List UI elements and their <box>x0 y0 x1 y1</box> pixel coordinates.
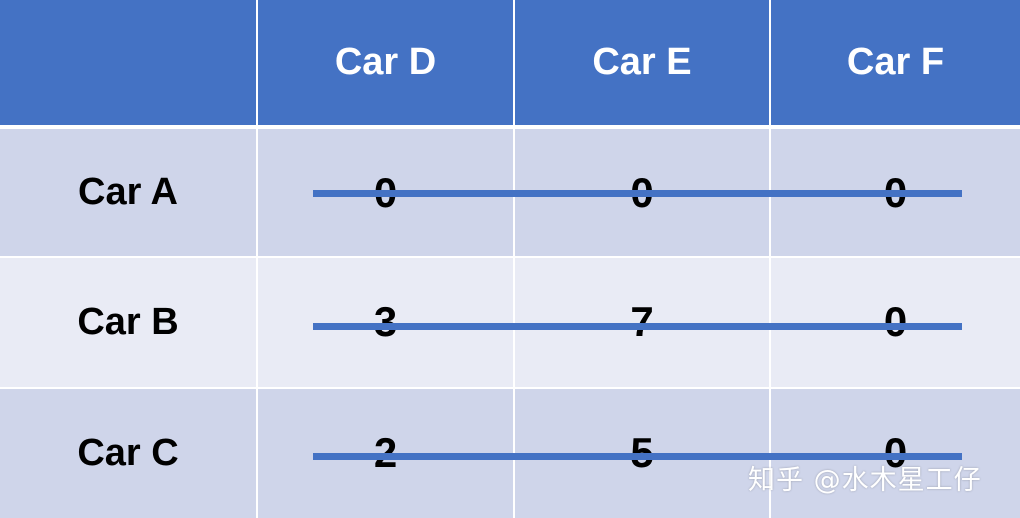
strikethrough-line-car-b <box>313 323 962 330</box>
table-row-car-c: Car C 2 5 0 <box>0 386 1020 518</box>
strikethrough-line-car-c <box>313 453 962 460</box>
cell-car-c-car-e: 5 <box>513 386 770 518</box>
row-header-car-a: Car A <box>0 127 257 258</box>
row-header-car-c: Car C <box>0 386 257 518</box>
strikethrough-line-car-a <box>313 190 962 197</box>
watermark-text: 知乎 @水木星工仔 <box>748 465 982 496</box>
corner-cell <box>0 0 257 129</box>
cell-car-b-car-e: 7 <box>513 256 770 388</box>
cell-car-c-car-d: 2 <box>256 386 514 518</box>
cell-car-b-car-f: 0 <box>769 256 1020 388</box>
column-header-car-f: Car F <box>769 0 1020 129</box>
header-row: Car D Car E Car F <box>0 0 1020 129</box>
row-header-car-b: Car B <box>0 256 257 388</box>
cell-car-b-car-d: 3 <box>256 256 514 388</box>
column-header-car-d: Car D <box>256 0 514 129</box>
table-row-car-b: Car B 3 7 0 <box>0 256 1020 388</box>
cell-car-c-car-f: 0 <box>769 386 1020 518</box>
column-header-car-e: Car E <box>513 0 770 129</box>
